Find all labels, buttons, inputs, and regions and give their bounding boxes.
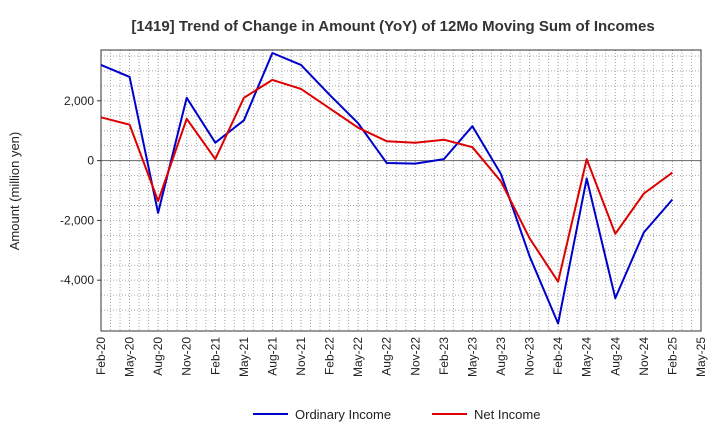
x-tick-label: Nov-21 (294, 337, 308, 376)
x-tick-label: Nov-24 (637, 337, 651, 376)
series-line-ordinary-income (100, 52, 674, 325)
x-tick-label: Aug-21 (265, 337, 279, 376)
series-line-net-income (100, 78, 673, 283)
legend: Ordinary Income Net Income (253, 407, 540, 422)
x-tick-label: Nov-23 (523, 337, 537, 376)
x-tick-label: Aug-20 (151, 337, 165, 376)
legend-label-net-income: Net Income (474, 407, 540, 422)
x-tick-label: Nov-22 (408, 337, 422, 376)
x-tick-label: May-20 (123, 337, 137, 377)
x-tick-label: May-24 (580, 337, 594, 377)
x-tick-label: Feb-21 (208, 337, 222, 375)
x-tick-label: Aug-22 (380, 337, 394, 376)
x-tick-label: Aug-24 (608, 337, 622, 376)
x-tick-label: May-25 (694, 337, 708, 377)
plot-frame (100, 49, 702, 332)
x-tick-label: Aug-23 (494, 337, 508, 376)
x-tick-label: Feb-22 (323, 337, 337, 375)
x-tick-label: May-23 (465, 337, 479, 377)
x-tick-label: Feb-25 (665, 337, 679, 375)
y-tick-label: 2,000 (64, 94, 94, 108)
y-tick-label: 0 (87, 154, 94, 168)
y-tick-label: -2,000 (60, 213, 94, 227)
chart-title: [1419] Trend of Change in Amount (YoY) o… (131, 18, 654, 35)
x-tick-label: May-21 (237, 337, 251, 377)
x-tick-label: Feb-20 (94, 337, 108, 375)
x-tick-label: Nov-20 (180, 337, 194, 376)
x-tick-label: Feb-23 (437, 337, 451, 375)
plot-area: -4,000 -2,000 0 2,000 Feb-20 May-20 Aug-20 Nov-… (60, 49, 708, 377)
x-tick-label: May-22 (351, 337, 365, 377)
legend-label-ordinary-income: Ordinary Income (295, 407, 391, 422)
y-axis-label: Amount (million yen) (7, 132, 22, 251)
y-tick-label: -4,000 (60, 273, 94, 287)
x-tick-label: Feb-24 (551, 337, 565, 375)
